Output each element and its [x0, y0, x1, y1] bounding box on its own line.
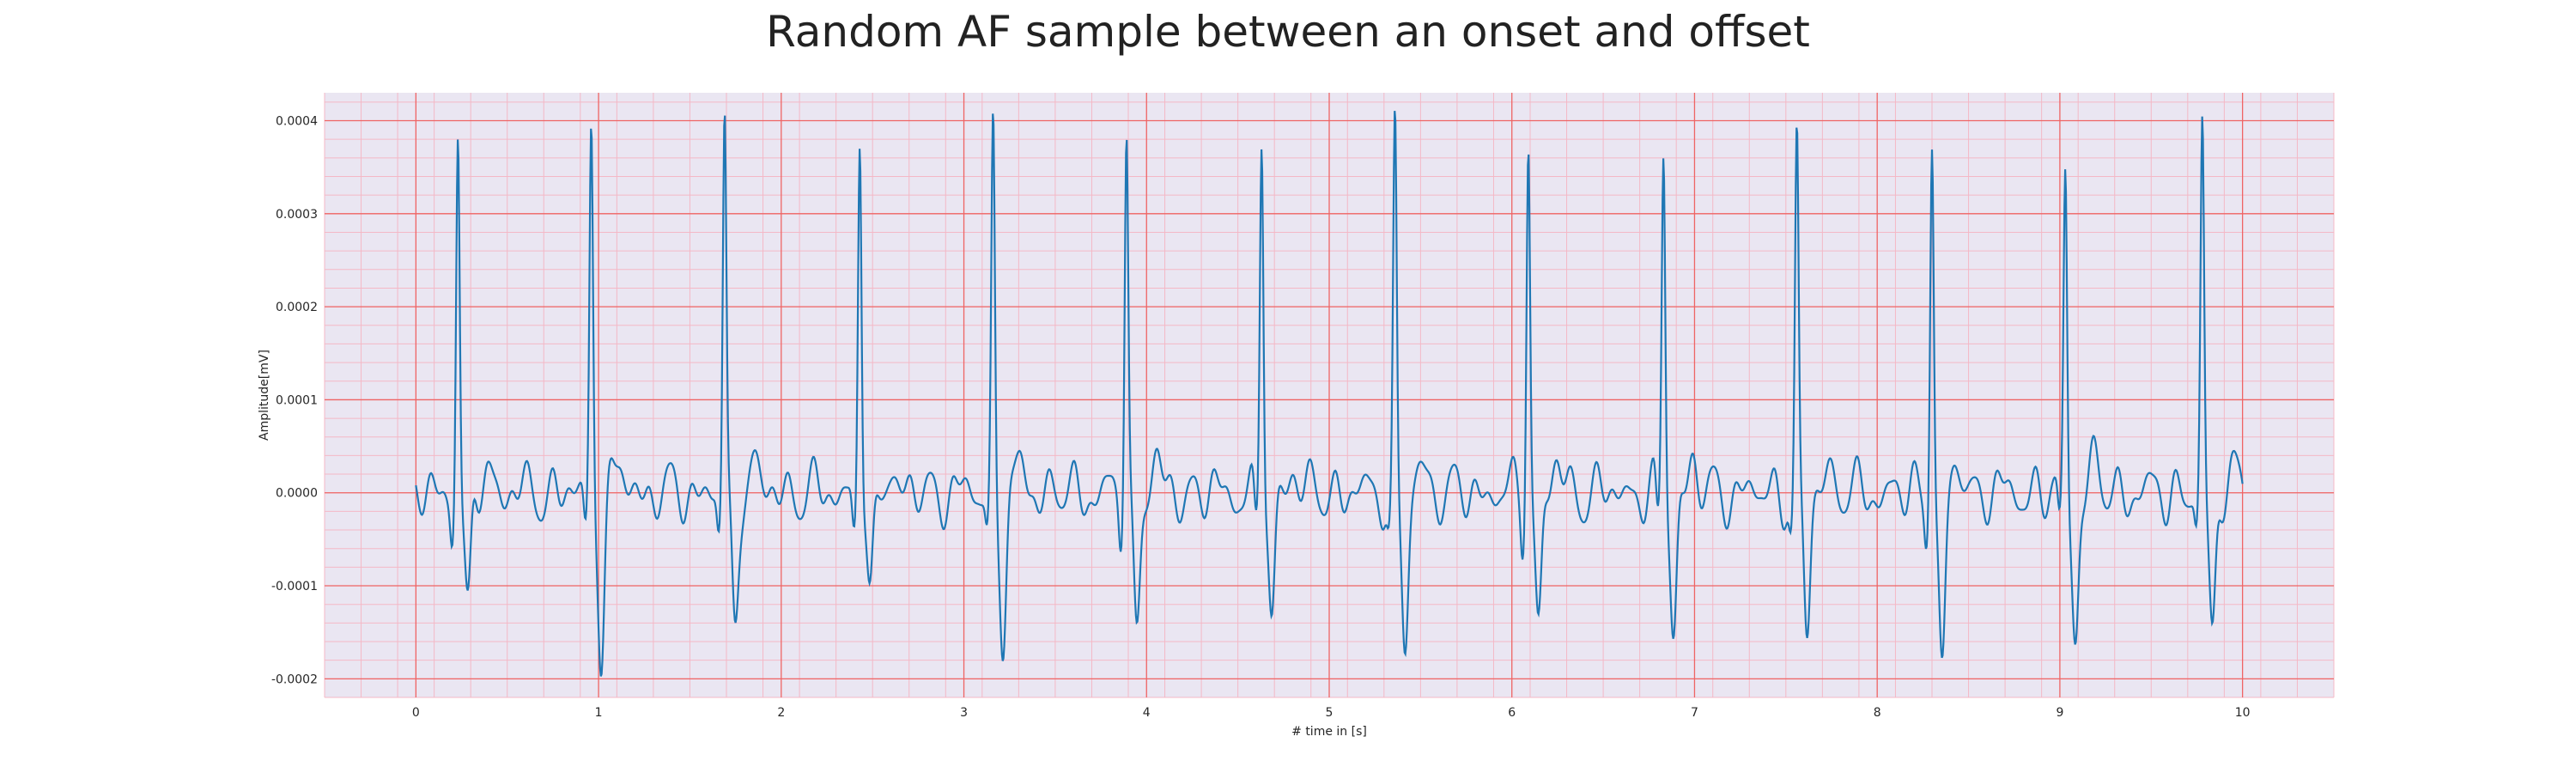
x-tick-label: 7: [1691, 706, 1698, 720]
ecg-signal-line: [415, 110, 2244, 677]
y-tick-label: -0.0001: [271, 580, 318, 593]
x-axis-ticks: 0 1 2 3 4 5 6 7 8 9 10: [412, 706, 2251, 720]
y-tick-label: 0.0002: [276, 301, 318, 314]
chart-title: Random AF sample between an onset and of…: [766, 7, 1810, 57]
y-axis-label: Amplitude[mV]: [258, 350, 271, 441]
x-tick-label: 1: [595, 706, 603, 720]
x-tick-label: 9: [2056, 706, 2063, 720]
y-tick-label: -0.0002: [271, 673, 318, 686]
y-tick-label: 0.0004: [276, 114, 318, 128]
y-axis-ticks: -0.0002 -0.0001 0.0000 0.0001 0.0002 0.0003 0.…: [271, 114, 318, 686]
y-tick-label: 0.0000: [276, 487, 318, 501]
x-tick-label: 3: [960, 706, 968, 720]
major-grid: [325, 93, 2334, 697]
x-tick-label: 10: [2235, 706, 2251, 720]
x-axis-label: # time in [s]: [1291, 725, 1367, 739]
x-tick-label: 4: [1143, 706, 1151, 720]
x-tick-label: 5: [1326, 706, 1334, 720]
x-tick-label: 0: [412, 706, 420, 720]
y-tick-label: 0.0001: [276, 393, 318, 407]
x-tick-label: 6: [1508, 706, 1516, 720]
x-tick-label: 8: [1874, 706, 1881, 720]
y-tick-label: 0.0003: [276, 208, 318, 222]
x-tick-label: 2: [777, 706, 785, 720]
